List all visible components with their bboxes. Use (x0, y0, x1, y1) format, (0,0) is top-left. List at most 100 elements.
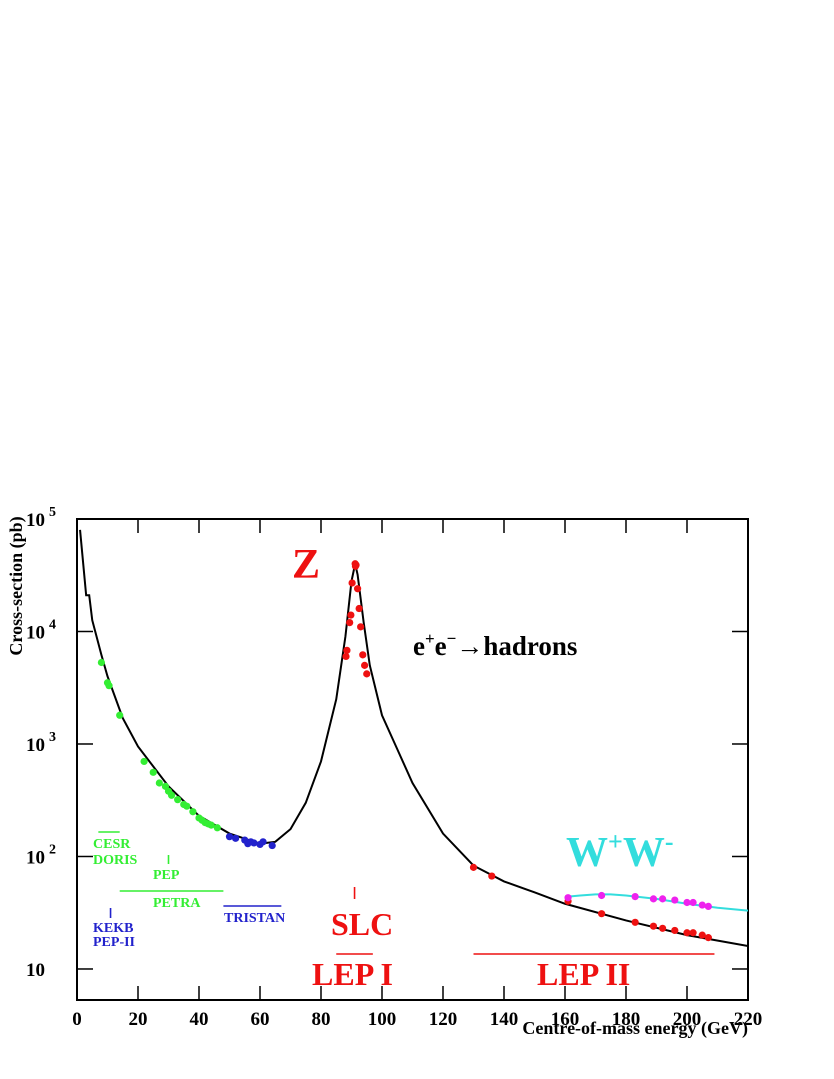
data-point (671, 926, 679, 935)
curve (567, 893, 748, 912)
y-tick-exponent: 2 (49, 842, 56, 857)
process-part: e (435, 631, 447, 661)
y-tick-label: 10 (26, 960, 45, 981)
x-tick-label: 80 (312, 1009, 331, 1030)
process-part: − (447, 629, 457, 648)
data-point (189, 808, 197, 816)
plot-frame (76, 518, 749, 1001)
data-point (268, 841, 276, 850)
data-point (704, 934, 712, 942)
accelerator-label: DORIS (93, 853, 138, 868)
y-tick-label: 10 3 (26, 730, 56, 756)
ww-part: + (608, 827, 623, 856)
y-tick-base: 10 (26, 735, 45, 756)
accelerator-label: TRISTAN (224, 911, 285, 926)
data-point (698, 931, 706, 939)
data-point (683, 898, 691, 907)
z-label: Z (292, 542, 320, 588)
accelerator-label: PEP (153, 868, 180, 883)
data-point (649, 895, 658, 903)
data-point (155, 779, 163, 787)
x-tick-label: 160 (551, 1009, 580, 1030)
data-point (631, 918, 639, 926)
accelerator-label: CESR (93, 837, 131, 852)
x-tick-label: 120 (429, 1009, 458, 1030)
data-point (357, 623, 365, 631)
data-point (259, 838, 267, 846)
data-point (348, 579, 356, 587)
data-point (363, 670, 371, 678)
data-point (149, 768, 157, 776)
ww-part: W (623, 830, 665, 876)
y-tick-label: 10 2 (26, 842, 56, 868)
y-axis-label: Cross-section (pb) (6, 516, 27, 655)
y-tick-base: 10 (26, 510, 45, 531)
ww-part: W (566, 830, 608, 876)
x-tick-label: 140 (490, 1009, 519, 1030)
x-tick-label: 40 (190, 1009, 209, 1030)
data-point (361, 661, 369, 669)
data-point (354, 585, 362, 593)
data-point (689, 929, 697, 937)
y-tick-exponent: 3 (49, 730, 56, 745)
x-tick-label: 200 (673, 1009, 702, 1030)
y-tick-exponent: 5 (49, 505, 56, 520)
data-point (564, 894, 572, 902)
data-point (232, 834, 240, 842)
process-part: e (413, 631, 425, 661)
data-point (352, 561, 360, 569)
curve (79, 529, 748, 948)
x-axis-label: Centre-of-mass energy (GeV) (522, 1018, 748, 1039)
data-point (488, 872, 496, 880)
data-point (598, 910, 606, 918)
data-point (659, 924, 667, 932)
data-point (116, 711, 124, 719)
data-point (213, 824, 221, 832)
data-point (343, 646, 351, 654)
data-point (649, 922, 658, 930)
x-tick-label: 180 (612, 1009, 641, 1030)
x-tick-label: 0 (72, 1009, 82, 1030)
data-point (167, 791, 176, 799)
data-point (598, 891, 606, 900)
ww-part: - (665, 827, 674, 856)
data-point (704, 902, 712, 911)
data-point (659, 895, 667, 903)
data-point (671, 896, 679, 904)
data-point (347, 611, 355, 619)
accelerator-label: SLC (331, 906, 393, 942)
data-point (359, 651, 367, 659)
data-point (207, 821, 215, 829)
y-tick-base: 10 (26, 847, 45, 868)
data-point (225, 833, 234, 841)
data-point (140, 757, 148, 766)
accelerator-label: PETRA (153, 896, 201, 911)
data-point (97, 658, 105, 667)
accelerator-label: KEKB (93, 921, 133, 936)
ww-label: W+W- (566, 827, 674, 876)
accelerator-label: LEP I (312, 956, 393, 992)
data-point (183, 802, 191, 810)
process-label: e+e−→hadrons (413, 629, 577, 661)
x-tick-label: 100 (368, 1009, 397, 1030)
y-tick-base: 10 (26, 622, 45, 643)
data-point (683, 929, 691, 937)
x-tick-label: 220 (734, 1009, 763, 1030)
process-part: →hadrons (456, 631, 577, 661)
data-point (105, 682, 113, 690)
y-tick-exponent: 4 (49, 617, 56, 632)
data-point (689, 898, 697, 907)
data-point (342, 652, 350, 661)
accelerator-label: PEP-II (93, 935, 135, 950)
y-tick-label: 10 5 (26, 505, 56, 531)
data-point (346, 618, 354, 627)
data-point (355, 604, 363, 613)
data-point (469, 863, 478, 871)
data-point (698, 901, 706, 909)
y-tick-label: 10 4 (26, 617, 56, 643)
data-point (174, 796, 182, 804)
x-tick-label: 60 (251, 1009, 270, 1030)
accelerator-label: LEP II (537, 956, 630, 992)
data-point (250, 839, 258, 847)
